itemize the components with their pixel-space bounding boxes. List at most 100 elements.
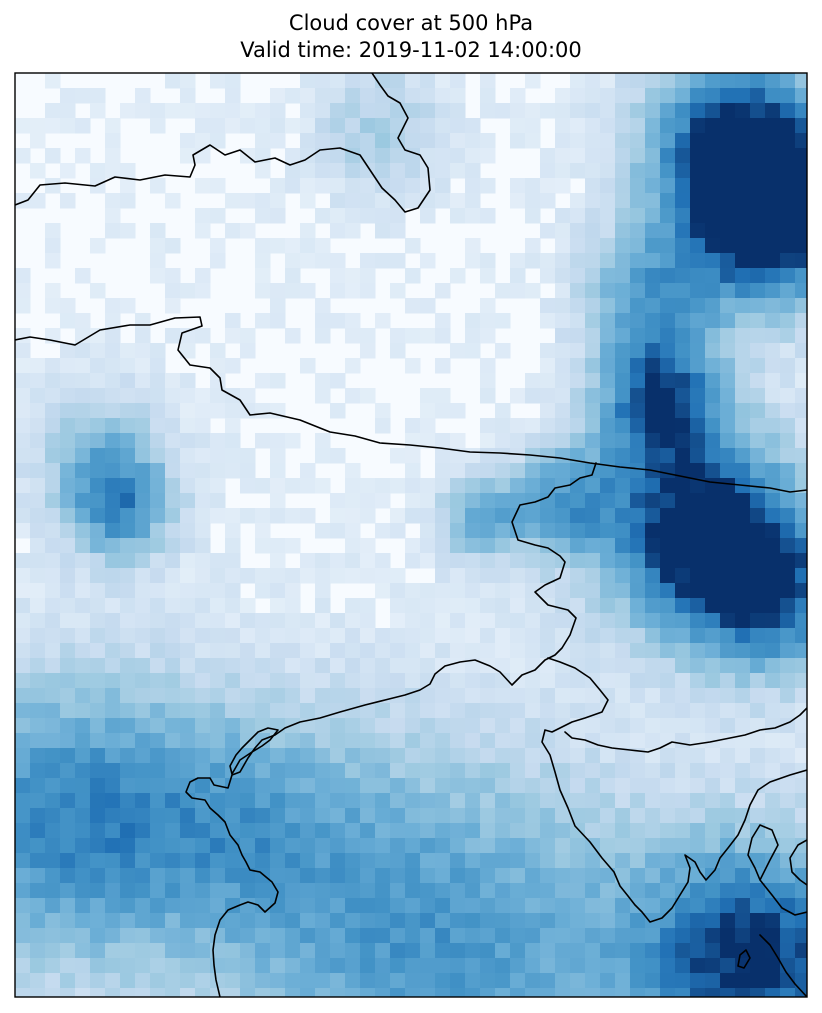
cloud-cell <box>600 628 616 644</box>
cloud-cell <box>435 538 451 554</box>
cloud-cell <box>375 313 391 329</box>
cloud-cell <box>300 163 316 179</box>
cloud-cell <box>600 508 616 524</box>
cloud-cell <box>120 928 136 944</box>
cloud-cell <box>600 178 616 194</box>
cloud-cell <box>405 448 421 464</box>
cloud-cell <box>630 193 646 209</box>
cloud-cell <box>30 598 46 614</box>
cloud-cell <box>315 913 331 929</box>
cloud-cell <box>510 943 526 959</box>
cloud-cell <box>405 643 421 659</box>
cloud-cell <box>780 448 796 464</box>
cloud-cell <box>240 613 256 629</box>
cloud-cell <box>465 463 481 479</box>
cloud-cell <box>330 283 346 299</box>
cloud-cell <box>720 283 736 299</box>
cloud-cell <box>435 868 451 884</box>
cloud-cell <box>345 808 361 824</box>
cloud-cell <box>105 793 121 809</box>
cloud-cell <box>675 613 691 629</box>
cloud-cell <box>690 118 706 134</box>
cloud-cell <box>225 103 241 119</box>
cloud-cell <box>615 178 631 194</box>
cloud-cell <box>240 733 256 749</box>
cloud-cell <box>255 103 271 119</box>
cloud-cell <box>795 193 811 209</box>
cloud-cell <box>135 508 151 524</box>
cloud-cell <box>435 913 451 929</box>
cloud-cell <box>660 328 676 344</box>
cloud-cell <box>90 688 106 704</box>
cloud-cell <box>765 643 781 659</box>
cloud-cell <box>435 103 451 119</box>
cloud-cell <box>315 328 331 344</box>
cloud-cell <box>525 463 541 479</box>
cloud-cell <box>120 793 136 809</box>
cloud-cell <box>165 553 181 569</box>
cloud-cell <box>765 193 781 209</box>
cloud-cell <box>555 238 571 254</box>
cloud-cell <box>225 328 241 344</box>
cloud-cell <box>225 673 241 689</box>
cloud-cell <box>15 838 31 854</box>
cloud-cell <box>30 718 46 734</box>
cloud-cell <box>465 643 481 659</box>
cloud-cell <box>495 733 511 749</box>
cloud-cell <box>105 343 121 359</box>
cloud-cell <box>705 178 721 194</box>
cloud-cell <box>15 268 31 284</box>
cloud-cell <box>180 133 196 149</box>
cloud-cell <box>795 463 811 479</box>
cloud-cell <box>420 733 436 749</box>
cloud-cell <box>555 823 571 839</box>
cloud-cell <box>75 718 91 734</box>
cloud-cell <box>645 958 661 974</box>
cloud-cell <box>210 253 226 269</box>
cloud-cell <box>120 838 136 854</box>
cloud-cell <box>90 598 106 614</box>
cloud-cell <box>750 808 766 824</box>
cloud-cell <box>315 838 331 854</box>
cloud-cell <box>15 943 31 959</box>
cloud-cell <box>15 643 31 659</box>
cloud-cell <box>240 193 256 209</box>
cloud-cell <box>735 223 751 239</box>
cloud-cell <box>405 823 421 839</box>
cloud-cell <box>195 703 211 719</box>
cloud-cell <box>720 463 736 479</box>
cloud-cell <box>780 658 796 674</box>
cloud-cell <box>720 943 736 959</box>
cloud-cell <box>540 973 556 989</box>
cloud-cell <box>480 133 496 149</box>
cloud-cell <box>555 343 571 359</box>
cloud-cell <box>120 883 136 899</box>
cloud-cell <box>150 403 166 419</box>
cloud-cell <box>300 193 316 209</box>
cloud-cell <box>60 823 76 839</box>
cloud-cell <box>150 628 166 644</box>
cloud-cell <box>255 538 271 554</box>
cloud-cell <box>555 913 571 929</box>
cloud-cell <box>300 868 316 884</box>
cloud-cell <box>480 523 496 539</box>
cloud-cell <box>420 823 436 839</box>
cloud-cell <box>555 703 571 719</box>
cloud-cell <box>495 343 511 359</box>
cloud-cell <box>135 478 151 494</box>
cloud-cell <box>15 613 31 629</box>
cloud-cell <box>255 853 271 869</box>
cloud-cell <box>30 958 46 974</box>
cloud-cell <box>705 898 721 914</box>
cloud-cell <box>435 448 451 464</box>
cloud-cell <box>735 703 751 719</box>
cloud-cell <box>150 358 166 374</box>
cloud-cell <box>270 433 286 449</box>
cloud-cell <box>660 568 676 584</box>
cloud-cell <box>210 208 226 224</box>
cloud-cell <box>300 643 316 659</box>
cloud-cell <box>165 958 181 974</box>
cloud-cell <box>480 538 496 554</box>
cloud-cell <box>750 973 766 989</box>
cloud-cell <box>45 553 61 569</box>
